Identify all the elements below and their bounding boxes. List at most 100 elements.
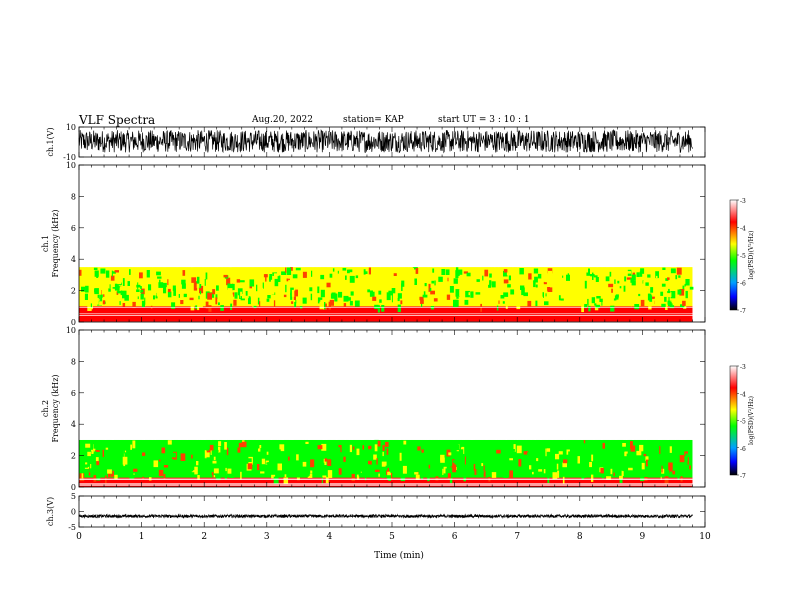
ch2-spectrogram-streak — [364, 330, 366, 440]
ch1-spectrogram-patch — [176, 269, 180, 278]
ch2-spectrogram-patch — [365, 468, 367, 477]
ch2-spectrogram-patch — [589, 462, 592, 468]
ch1-spectrogram-patch — [156, 271, 161, 276]
ch1-spectrogram-patch — [319, 301, 324, 310]
ch1-spectrogram-patch — [455, 270, 459, 279]
ch2-spectrogram-patch — [113, 450, 115, 457]
ch2-spectrogram-patch — [211, 472, 213, 475]
ch1-spectrogram-patch — [286, 267, 292, 275]
ch2-spectrogram-patch — [661, 468, 665, 474]
ch2-spectrogram-streak — [335, 330, 337, 440]
ch1-spectrogram-streak — [460, 165, 461, 268]
ch1-spectrogram-patch — [682, 285, 685, 292]
ch1-spectrogram-patch — [431, 280, 435, 284]
ch2-spectrogram-patch — [534, 441, 538, 448]
ch1-spectrogram-patch — [112, 287, 117, 290]
ch1-spectrogram-streak — [655, 165, 657, 268]
ch1-spectrogram-patch — [273, 273, 279, 277]
ch1-spectrogram-streak — [543, 165, 545, 268]
x-tick-label: 4 — [327, 532, 333, 542]
ch2-spectrogram-streak — [371, 330, 373, 440]
ch2-spectrogram-streak — [292, 330, 294, 440]
ch1-spectrogram-streak — [229, 165, 231, 268]
ch1-spectrogram-streak — [192, 165, 194, 268]
ch1-spectrogram-patch — [227, 283, 231, 290]
ch2-spectrogram-streak — [546, 330, 549, 440]
ch1-spectrogram-patch — [158, 282, 164, 288]
ch2-spectrogram-patch — [122, 456, 128, 465]
ch1-spectrogram-streak — [369, 165, 370, 268]
ch1-spectrogram-patch — [290, 267, 293, 271]
ch2-spectrogram-patch — [464, 456, 466, 465]
ch2-spectrogram-patch — [96, 460, 100, 466]
ch1-spectrogram-streak — [417, 165, 420, 268]
ch2-spectrogram-patch — [613, 471, 615, 476]
ch1-spectrogram-patch — [349, 275, 355, 283]
ch1-spectrogram-streak — [79, 165, 81, 268]
ch1-spectrogram-patch — [180, 300, 184, 305]
ch1-spectrogram-patch — [503, 292, 509, 297]
y-tick-label: 8 — [71, 192, 76, 201]
ch2-spectrogram-patch — [153, 460, 159, 468]
ch2-spectrogram-patch — [142, 476, 144, 479]
ch2-spectrogram-patch — [455, 443, 458, 447]
ch2-spectrogram-patch — [334, 469, 340, 475]
ch1-spectrogram-patch — [429, 301, 433, 305]
ch1-spectrogram-patch — [257, 297, 260, 305]
ch2-spectrogram-patch — [435, 442, 441, 450]
ch1-spectrogram-streak — [151, 165, 154, 268]
ch2-spectrogram-patch — [258, 445, 262, 452]
x-tick-label: 8 — [577, 532, 583, 542]
ch1-spectrogram-patch — [542, 292, 544, 298]
ch1-spectrogram-patch — [577, 275, 579, 281]
ch1-spectrogram-patch — [230, 303, 233, 310]
y-axis-label: Frequency (kHz) — [51, 374, 60, 442]
ch1-spectrogram-patch — [127, 301, 131, 306]
ch1-spectrogram-patch — [671, 299, 674, 304]
ch1-spectrogram-patch — [198, 295, 200, 300]
ch2-spectrogram-streak — [660, 330, 662, 440]
ch2-spectrogram-streak — [255, 330, 258, 440]
ch1-spectrogram-streak — [101, 165, 104, 268]
ch1-spectrogram-patch — [159, 279, 161, 284]
ch1-spectrogram-streak — [277, 165, 278, 268]
ch1-spectrogram-streak — [366, 165, 367, 268]
ch1-spectrogram-patch — [640, 299, 645, 307]
ch2-spectrogram-patch — [205, 457, 211, 465]
ch2-spectrogram-patch — [212, 460, 216, 468]
ch1-spectrogram-streak — [353, 165, 355, 268]
ch2-spectrogram-patch — [588, 448, 591, 454]
ch2-spectrogram-streak — [664, 330, 666, 440]
ch1-spectrogram-patch — [183, 293, 187, 298]
ch1-spectrogram-colorbar — [729, 199, 738, 311]
ch2-spectrogram-patch — [661, 465, 663, 473]
ch2-spectrogram-streak — [289, 330, 291, 440]
ch2-spectrogram-streak — [592, 330, 595, 440]
ch1-spectrogram-patch — [205, 272, 208, 280]
ch1-spectrogram-patch — [547, 268, 553, 274]
ch1-spectrogram-patch — [223, 274, 228, 278]
ch2-spectrogram-patch — [93, 449, 95, 453]
ch1-spectrogram-patch — [346, 297, 351, 301]
ch1-spectrogram-streak — [596, 165, 598, 268]
ch2-spectrogram-streak — [658, 330, 660, 440]
date-label: Aug.20, 2022 — [252, 115, 313, 125]
ch1-spectrogram-patch — [372, 296, 377, 301]
ch1-spectrogram-streak — [364, 165, 366, 268]
ch1-spectrogram-patch — [252, 301, 255, 308]
ch2-spectrogram-streak — [325, 330, 328, 440]
ch2-spectrogram-streak — [169, 330, 172, 440]
ch1-spectrogram-patch — [94, 288, 99, 295]
y-tick-label: 10 — [66, 326, 76, 335]
ch1-spectrogram-patch — [489, 273, 492, 278]
ch2-spectrogram-patch — [447, 460, 449, 463]
ch1-spectrogram-patch — [434, 280, 436, 286]
ch2-spectrogram-patch — [317, 445, 323, 450]
ch1-spectrogram-patch — [367, 289, 370, 293]
y-tick-label: 6 — [71, 224, 76, 233]
ch2-spectrogram-patch — [483, 465, 485, 472]
ch2-spectrogram-streak — [624, 330, 626, 440]
ch2-spectrogram-patch — [331, 464, 334, 468]
ch1-spectrogram-patch — [608, 283, 614, 288]
ch2-spectrogram-patch — [232, 471, 236, 477]
